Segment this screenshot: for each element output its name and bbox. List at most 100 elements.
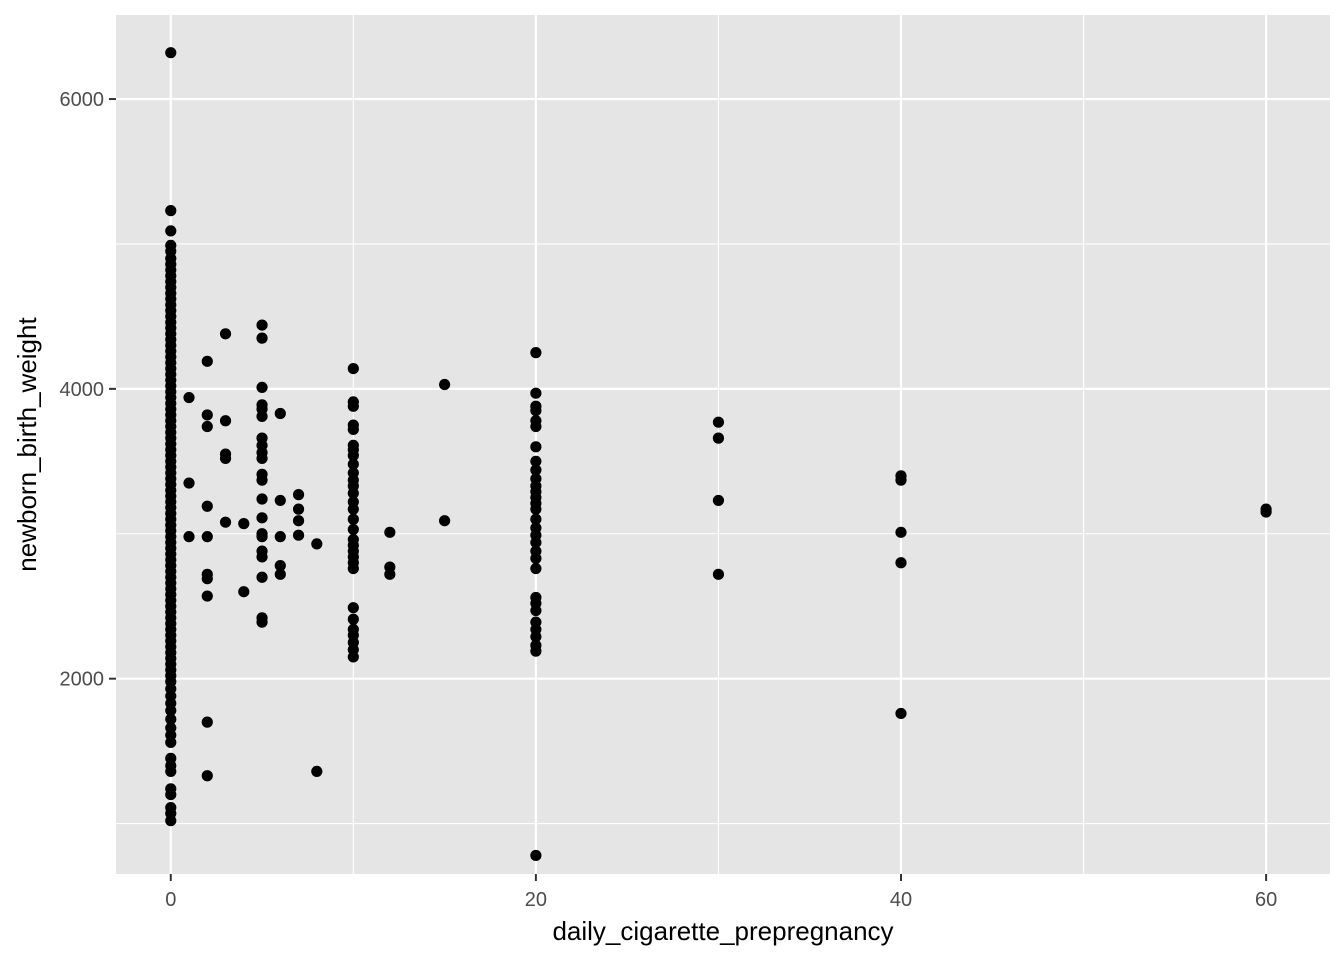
- data-point: [201, 573, 213, 585]
- data-point: [530, 849, 542, 862]
- data-point: [292, 503, 305, 515]
- data-point: [530, 513, 542, 525]
- data-point: [1260, 506, 1272, 518]
- data-point: [292, 489, 305, 501]
- data-point: [165, 704, 177, 717]
- data-point: [530, 604, 542, 617]
- data-point: [895, 474, 907, 486]
- data-point: [256, 571, 268, 583]
- minor-gridlines: [116, 15, 1330, 874]
- data-point: [347, 487, 359, 499]
- plot-panel: [116, 15, 1330, 874]
- data-point: [256, 381, 268, 394]
- data-point: [347, 449, 359, 462]
- data-point: [201, 716, 213, 728]
- data-point: [347, 513, 359, 525]
- y-axis-title: newborn_birth_weight: [12, 317, 42, 572]
- data-point: [712, 568, 725, 580]
- data-point: [256, 452, 268, 465]
- data-point: [347, 602, 359, 614]
- data-point: [238, 586, 250, 598]
- data-point: [201, 355, 213, 367]
- data-point: [274, 407, 286, 420]
- data-point: [530, 420, 542, 433]
- data-point: [347, 400, 359, 412]
- data-point: [165, 788, 177, 801]
- x-tick-label: 20: [525, 889, 547, 911]
- data-point: [530, 645, 542, 657]
- data-point: [219, 415, 232, 427]
- data-point: [201, 531, 213, 543]
- data-point: [530, 387, 542, 399]
- data-point: [530, 552, 542, 564]
- x-axis-title: daily_cigarette_prepregnancy: [552, 916, 893, 946]
- data-point: [165, 765, 177, 778]
- data-point: [256, 474, 268, 486]
- data-point: [530, 503, 542, 515]
- data-point: [530, 631, 542, 643]
- data-point: [256, 332, 268, 344]
- data-point: [219, 516, 232, 528]
- data-point: [347, 423, 359, 436]
- data-point: [201, 420, 213, 433]
- data-point: [256, 616, 268, 628]
- data-point: [201, 500, 213, 512]
- data-point: [530, 347, 542, 359]
- y-tick-label: 2000: [60, 669, 105, 691]
- data-point: [530, 441, 542, 453]
- data-point: [895, 707, 907, 720]
- data-point: [712, 416, 725, 428]
- data-point: [347, 503, 359, 515]
- data-point: [165, 713, 177, 725]
- axes: 0 20 40 60 2000 4000 6000: [60, 89, 1278, 911]
- data-point: [256, 531, 268, 543]
- data-point: [347, 362, 359, 375]
- data-point: [530, 536, 542, 549]
- data-point: [292, 529, 305, 541]
- data-point: [165, 205, 177, 217]
- data-point: [201, 409, 213, 421]
- y-tick-label: 6000: [60, 89, 105, 111]
- data-point: [347, 651, 359, 663]
- data-point: [712, 494, 725, 507]
- data-point: [439, 378, 451, 391]
- data-point: [219, 452, 232, 465]
- data-point: [712, 432, 725, 444]
- data-point: [347, 523, 359, 536]
- data-point: [165, 815, 177, 827]
- data-point: [274, 531, 286, 543]
- data-point: [183, 477, 195, 489]
- data-point: [530, 404, 542, 417]
- data-point: [347, 562, 359, 575]
- data-point: [256, 410, 268, 422]
- data-point: [165, 47, 177, 59]
- data-point: [530, 464, 542, 476]
- data-point: [183, 531, 195, 543]
- data-point: [256, 319, 268, 331]
- data-point: [895, 526, 907, 538]
- data-point: [311, 765, 323, 778]
- data-point: [347, 613, 359, 625]
- data-point: [201, 770, 213, 782]
- data-points: [165, 47, 1272, 862]
- data-point: [183, 391, 195, 404]
- data-point: [439, 515, 451, 527]
- data-point: [384, 526, 396, 538]
- data-point: [311, 538, 323, 550]
- data-point: [292, 515, 305, 527]
- data-point: [274, 494, 286, 507]
- y-tick-label: 4000: [60, 379, 105, 401]
- x-tick-label: 0: [165, 889, 176, 911]
- data-point: [256, 493, 268, 505]
- data-point: [530, 455, 542, 467]
- data-point: [165, 736, 177, 749]
- data-point: [274, 560, 286, 572]
- data-point: [530, 562, 542, 575]
- data-point: [895, 557, 907, 569]
- x-tick-label: 40: [890, 889, 912, 911]
- data-point: [201, 590, 213, 602]
- data-point: [384, 568, 396, 580]
- data-point: [256, 512, 268, 524]
- data-point: [238, 518, 250, 530]
